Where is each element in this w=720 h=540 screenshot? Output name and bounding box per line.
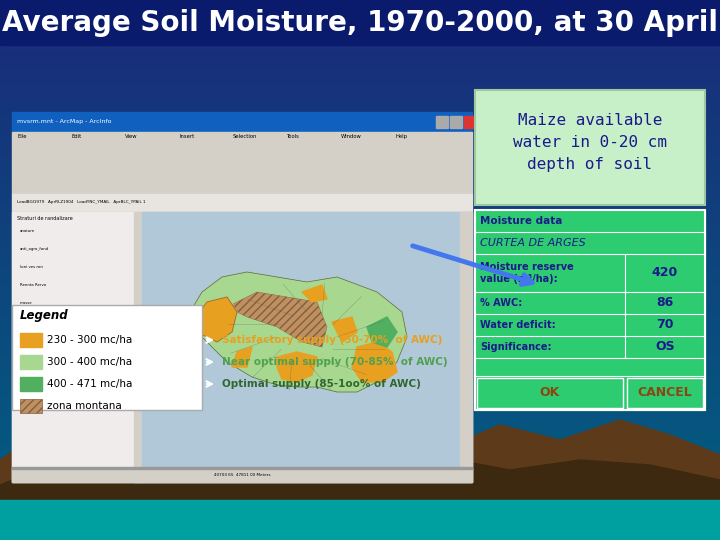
Text: 86: 86 bbox=[656, 296, 673, 309]
Bar bbox=[450, 116, 462, 128]
Bar bbox=[12, 467, 472, 469]
Text: CURTEA DE ARGES: CURTEA DE ARGES bbox=[480, 238, 586, 248]
Bar bbox=[12, 178, 472, 194]
Bar bbox=[134, 212, 142, 482]
Polygon shape bbox=[192, 297, 237, 342]
Text: OK: OK bbox=[539, 387, 560, 400]
Bar bbox=[142, 470, 460, 482]
Text: 400 - 471 mc/ha: 400 - 471 mc/ha bbox=[47, 379, 132, 389]
Text: masse: masse bbox=[20, 301, 32, 305]
Polygon shape bbox=[352, 342, 397, 382]
Bar bbox=[12, 132, 472, 146]
Text: mvsrm.mnt - ArcMap - ArcInfo: mvsrm.mnt - ArcMap - ArcInfo bbox=[17, 119, 112, 125]
Text: tol mc/ha: tol mc/ha bbox=[20, 373, 38, 377]
Bar bbox=[20, 355, 42, 369]
Text: Tools: Tools bbox=[287, 134, 300, 139]
Polygon shape bbox=[232, 347, 252, 367]
Polygon shape bbox=[277, 352, 317, 382]
Text: Significance:: Significance: bbox=[480, 342, 552, 352]
Bar bbox=[475, 90, 705, 205]
Text: Satisfactory supply (50-70%  of AWC): Satisfactory supply (50-70% of AWC) bbox=[222, 335, 442, 345]
Bar bbox=[436, 116, 448, 128]
Polygon shape bbox=[367, 317, 397, 347]
Text: Help: Help bbox=[395, 134, 407, 139]
Text: Edit: Edit bbox=[71, 134, 81, 139]
Bar bbox=[20, 377, 42, 391]
Text: 70: 70 bbox=[656, 319, 673, 332]
Bar bbox=[475, 210, 705, 410]
Bar bbox=[12, 468, 472, 482]
Text: zona montana: zona montana bbox=[47, 401, 122, 411]
Polygon shape bbox=[332, 317, 357, 342]
Text: 40703 65  47811 00 Meters: 40703 65 47811 00 Meters bbox=[214, 473, 270, 477]
Polygon shape bbox=[0, 410, 720, 540]
Text: OS: OS bbox=[655, 341, 675, 354]
Text: Moisture data: Moisture data bbox=[480, 216, 562, 226]
Text: 420: 420 bbox=[652, 267, 678, 280]
Bar bbox=[142, 212, 472, 482]
Text: avrsmente de nas/pataci: avrsmente de nas/pataci bbox=[20, 391, 68, 395]
Text: Eile: Eile bbox=[17, 134, 27, 139]
Text: Average Soil Moisture, 1970-2000, at 30 April: Average Soil Moisture, 1970-2000, at 30 … bbox=[2, 9, 718, 37]
Text: Optimal supply (85-1oo% of AWC): Optimal supply (85-1oo% of AWC) bbox=[222, 379, 421, 389]
Bar bbox=[475, 210, 705, 410]
Bar bbox=[12, 305, 202, 410]
Polygon shape bbox=[187, 272, 407, 392]
Text: View: View bbox=[125, 134, 138, 139]
Bar bbox=[626, 378, 703, 408]
Bar bbox=[12, 112, 472, 132]
Bar bbox=[460, 212, 472, 482]
Text: Insert: Insert bbox=[179, 134, 194, 139]
Text: Straturi de randalizare: Straturi de randalizare bbox=[17, 216, 73, 221]
Bar bbox=[20, 399, 42, 413]
Bar bbox=[12, 212, 472, 482]
Text: anti_agro_fond: anti_agro_fond bbox=[20, 247, 49, 251]
Text: Maize available
water in 0-20 cm
depth of soil: Maize available water in 0-20 cm depth o… bbox=[513, 113, 667, 172]
Text: Legend: Legend bbox=[20, 309, 68, 322]
Bar bbox=[0, 0, 720, 45]
Polygon shape bbox=[227, 292, 327, 347]
Text: Window: Window bbox=[341, 134, 361, 139]
Text: anature: anature bbox=[20, 229, 35, 233]
Text: 300 - 400 mc/ha: 300 - 400 mc/ha bbox=[47, 357, 132, 367]
Polygon shape bbox=[0, 500, 720, 540]
Text: Rennta Rervo: Rennta Rervo bbox=[20, 283, 46, 287]
Text: Ioni ves ron: Ioni ves ron bbox=[20, 265, 43, 269]
Bar bbox=[12, 162, 472, 178]
Text: 686,000-6/ha: 686,000-6/ha bbox=[20, 355, 46, 359]
Text: CANCEL: CANCEL bbox=[637, 387, 692, 400]
Bar bbox=[464, 116, 476, 128]
Text: ro 30 ltr:: ro 30 ltr: bbox=[20, 319, 37, 323]
Polygon shape bbox=[302, 285, 327, 302]
Text: % AWC:: % AWC: bbox=[480, 298, 522, 308]
Bar bbox=[477, 378, 623, 408]
Text: 230 - 300 mc/ha: 230 - 300 mc/ha bbox=[47, 335, 132, 345]
Text: LoadBGI1979   AprRLZ1904   LoadYNC_YMAIL   AprBLC_YPAIL 1: LoadBGI1979 AprRLZ1904 LoadYNC_YMAIL Apr… bbox=[17, 200, 145, 204]
Bar bbox=[12, 212, 142, 482]
Bar bbox=[12, 194, 472, 212]
Text: Near optimal supply (70-85%  of AWC): Near optimal supply (70-85% of AWC) bbox=[222, 357, 448, 367]
Bar bbox=[20, 333, 42, 347]
Text: Water deficit:: Water deficit: bbox=[480, 320, 556, 330]
Polygon shape bbox=[0, 450, 720, 540]
Bar bbox=[12, 146, 472, 162]
Text: Selection: Selection bbox=[233, 134, 257, 139]
Text: 236-400 m/ha: 236-400 m/ha bbox=[20, 337, 48, 341]
Text: Moisture reserve
value (m³/ha):: Moisture reserve value (m³/ha): bbox=[480, 262, 574, 284]
